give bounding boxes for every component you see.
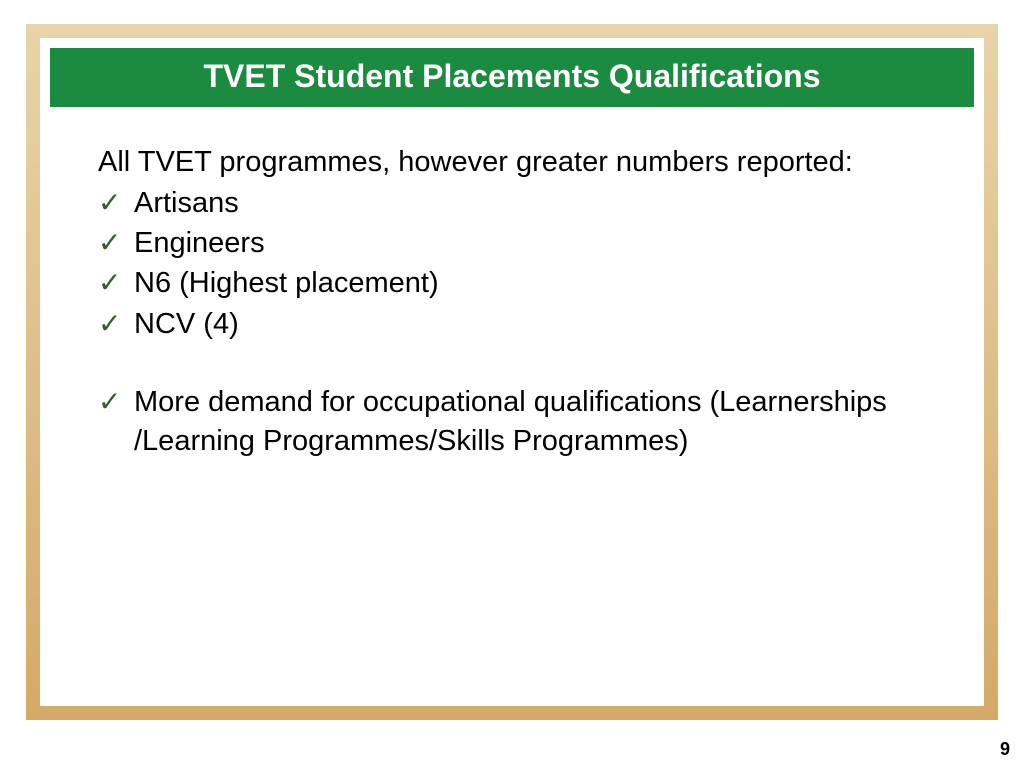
slide-title: TVET Student Placements Qualifications — [50, 48, 974, 107]
bullet-text: Artisans — [134, 187, 239, 219]
slide-inner: TVET Student Placements Qualifications A… — [40, 38, 984, 706]
list-item: ✓ More demand for occupational qualifica… — [98, 383, 936, 461]
bullet-list: ✓ Artisans ✓ Engineers ✓ N6 (Highest pla… — [98, 184, 936, 344]
list-item: ✓ N6 (Highest placement) — [98, 264, 936, 303]
slide-frame: TVET Student Placements Qualifications A… — [26, 24, 998, 720]
list-item: ✓ Artisans — [98, 184, 936, 223]
check-icon: ✓ — [98, 264, 121, 302]
check-icon: ✓ — [98, 184, 121, 222]
slide-content: All TVET programmes, however greater num… — [50, 143, 974, 461]
list-item: ✓ NCV (4) — [98, 305, 936, 344]
bullet-text: NCV (4) — [134, 308, 239, 340]
check-icon: ✓ — [98, 224, 121, 262]
check-icon: ✓ — [98, 305, 121, 343]
intro-text: All TVET programmes, however greater num… — [98, 143, 936, 182]
spacer — [98, 345, 936, 383]
bullet-text: N6 (Highest placement) — [134, 267, 439, 299]
page-number: 9 — [1000, 739, 1010, 760]
bullet-text: Engineers — [134, 227, 265, 259]
bullet-text: More demand for occupational qualificati… — [134, 386, 887, 457]
check-icon: ✓ — [98, 383, 121, 421]
list-item: ✓ Engineers — [98, 224, 936, 263]
